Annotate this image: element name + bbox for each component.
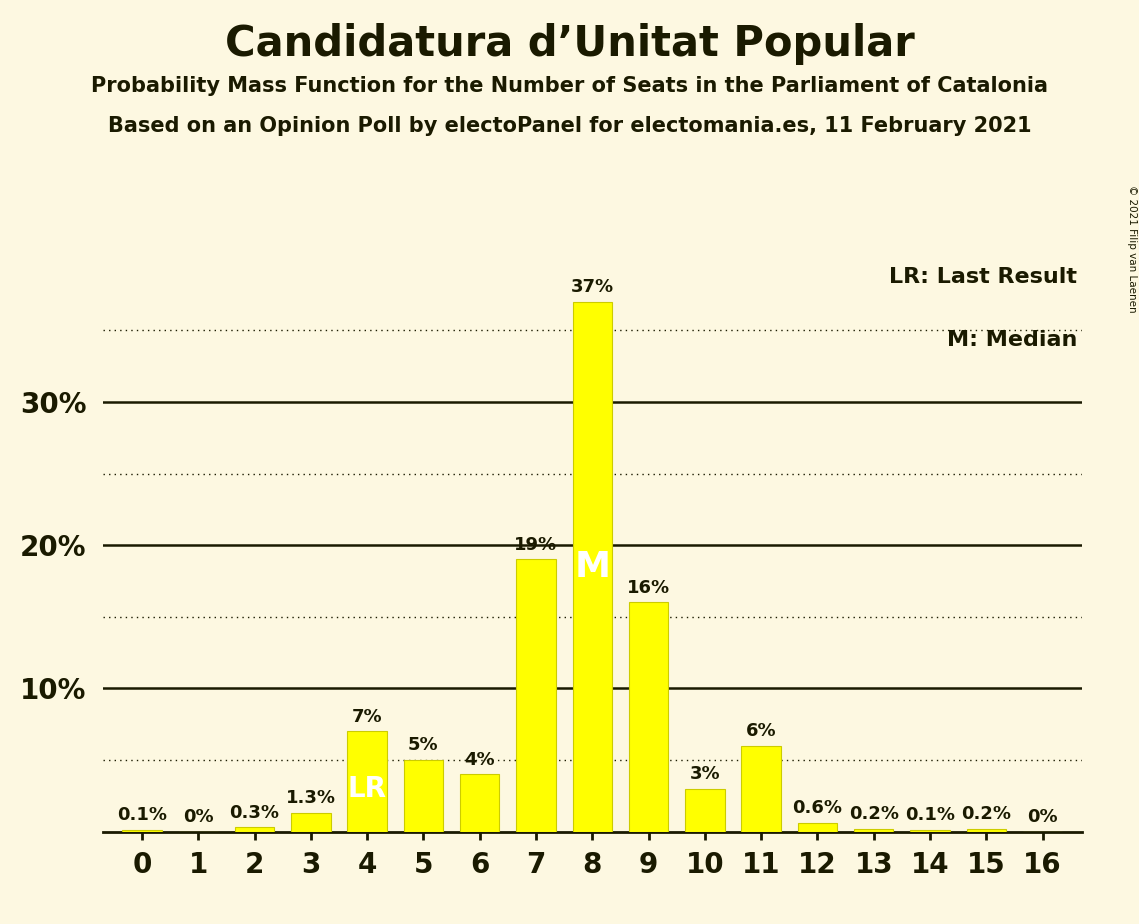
Bar bbox=[460, 774, 499, 832]
Text: 0.3%: 0.3% bbox=[229, 804, 279, 821]
Text: 1.3%: 1.3% bbox=[286, 789, 336, 808]
Text: 5%: 5% bbox=[408, 736, 439, 754]
Text: 0%: 0% bbox=[1027, 808, 1058, 826]
Bar bbox=[573, 301, 612, 832]
Bar bbox=[403, 760, 443, 832]
Text: 0.2%: 0.2% bbox=[961, 805, 1011, 823]
Text: M: Median: M: Median bbox=[947, 331, 1077, 350]
Text: 6%: 6% bbox=[746, 722, 777, 740]
Text: 3%: 3% bbox=[689, 765, 720, 783]
Bar bbox=[122, 830, 162, 832]
Text: 0%: 0% bbox=[183, 808, 213, 826]
Bar bbox=[686, 788, 724, 832]
Text: M: M bbox=[574, 550, 611, 584]
Text: Based on an Opinion Poll by electoPanel for electomania.es, 11 February 2021: Based on an Opinion Poll by electoPanel … bbox=[108, 116, 1031, 137]
Text: LR: Last Result: LR: Last Result bbox=[890, 267, 1077, 287]
Text: © 2021 Filip van Laenen: © 2021 Filip van Laenen bbox=[1126, 185, 1137, 312]
Text: 0.6%: 0.6% bbox=[793, 799, 843, 817]
Bar bbox=[854, 829, 893, 832]
Bar bbox=[516, 559, 556, 832]
Bar bbox=[235, 827, 274, 832]
Bar bbox=[967, 829, 1006, 832]
Text: 16%: 16% bbox=[626, 578, 670, 597]
Text: 19%: 19% bbox=[515, 536, 558, 553]
Bar bbox=[629, 602, 669, 832]
Text: 37%: 37% bbox=[571, 278, 614, 296]
Text: LR: LR bbox=[347, 775, 386, 804]
Bar bbox=[292, 813, 330, 832]
Text: 7%: 7% bbox=[352, 708, 383, 725]
Bar bbox=[910, 830, 950, 832]
Bar bbox=[797, 823, 837, 832]
Bar bbox=[347, 732, 387, 832]
Text: 4%: 4% bbox=[465, 750, 495, 769]
Text: 0.1%: 0.1% bbox=[117, 807, 167, 824]
Text: 0.2%: 0.2% bbox=[849, 805, 899, 823]
Text: 0.1%: 0.1% bbox=[906, 807, 956, 824]
Bar bbox=[741, 746, 781, 832]
Text: Probability Mass Function for the Number of Seats in the Parliament of Catalonia: Probability Mass Function for the Number… bbox=[91, 76, 1048, 96]
Text: Candidatura d’Unitat Popular: Candidatura d’Unitat Popular bbox=[224, 23, 915, 65]
